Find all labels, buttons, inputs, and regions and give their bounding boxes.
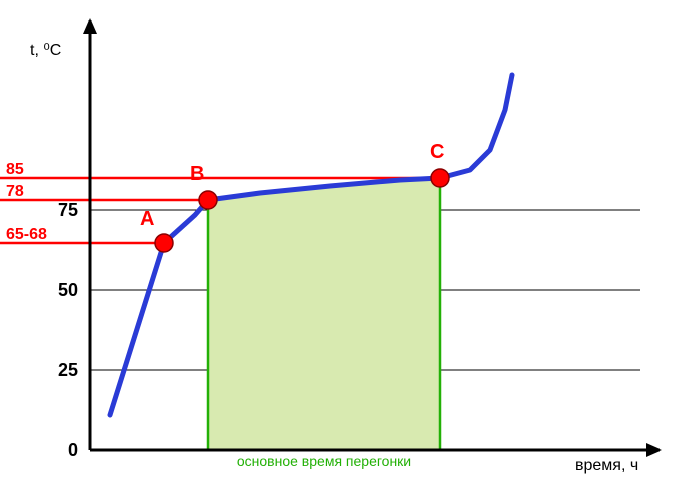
shaded-region <box>208 178 440 450</box>
shaded-label: основное время перегонки <box>237 453 411 469</box>
marker-label-b: B <box>190 163 204 185</box>
marker-c <box>431 169 449 187</box>
distillation-temp-chart: 65-68 78 85 0 25 50 75 t, ⁰C время, ч основное вр… <box>0 0 679 500</box>
marker-b <box>199 191 217 209</box>
y-axis-label: t, ⁰C <box>30 42 61 59</box>
y-tick-label: 0 <box>68 440 78 460</box>
ref-label: 85 <box>6 161 24 178</box>
x-axis-arrow <box>646 443 662 457</box>
y-axis-arrow <box>83 18 97 34</box>
y-tick-label: 50 <box>58 280 78 300</box>
ref-label: 65-68 <box>6 226 47 243</box>
y-tick-label: 75 <box>58 200 78 220</box>
marker-label-a: A <box>140 208 154 230</box>
marker-a <box>155 234 173 252</box>
marker-label-c: C <box>430 141 444 163</box>
y-tick-label: 25 <box>58 360 78 380</box>
ref-label: 78 <box>6 183 24 200</box>
x-axis-label: время, ч <box>575 457 638 474</box>
